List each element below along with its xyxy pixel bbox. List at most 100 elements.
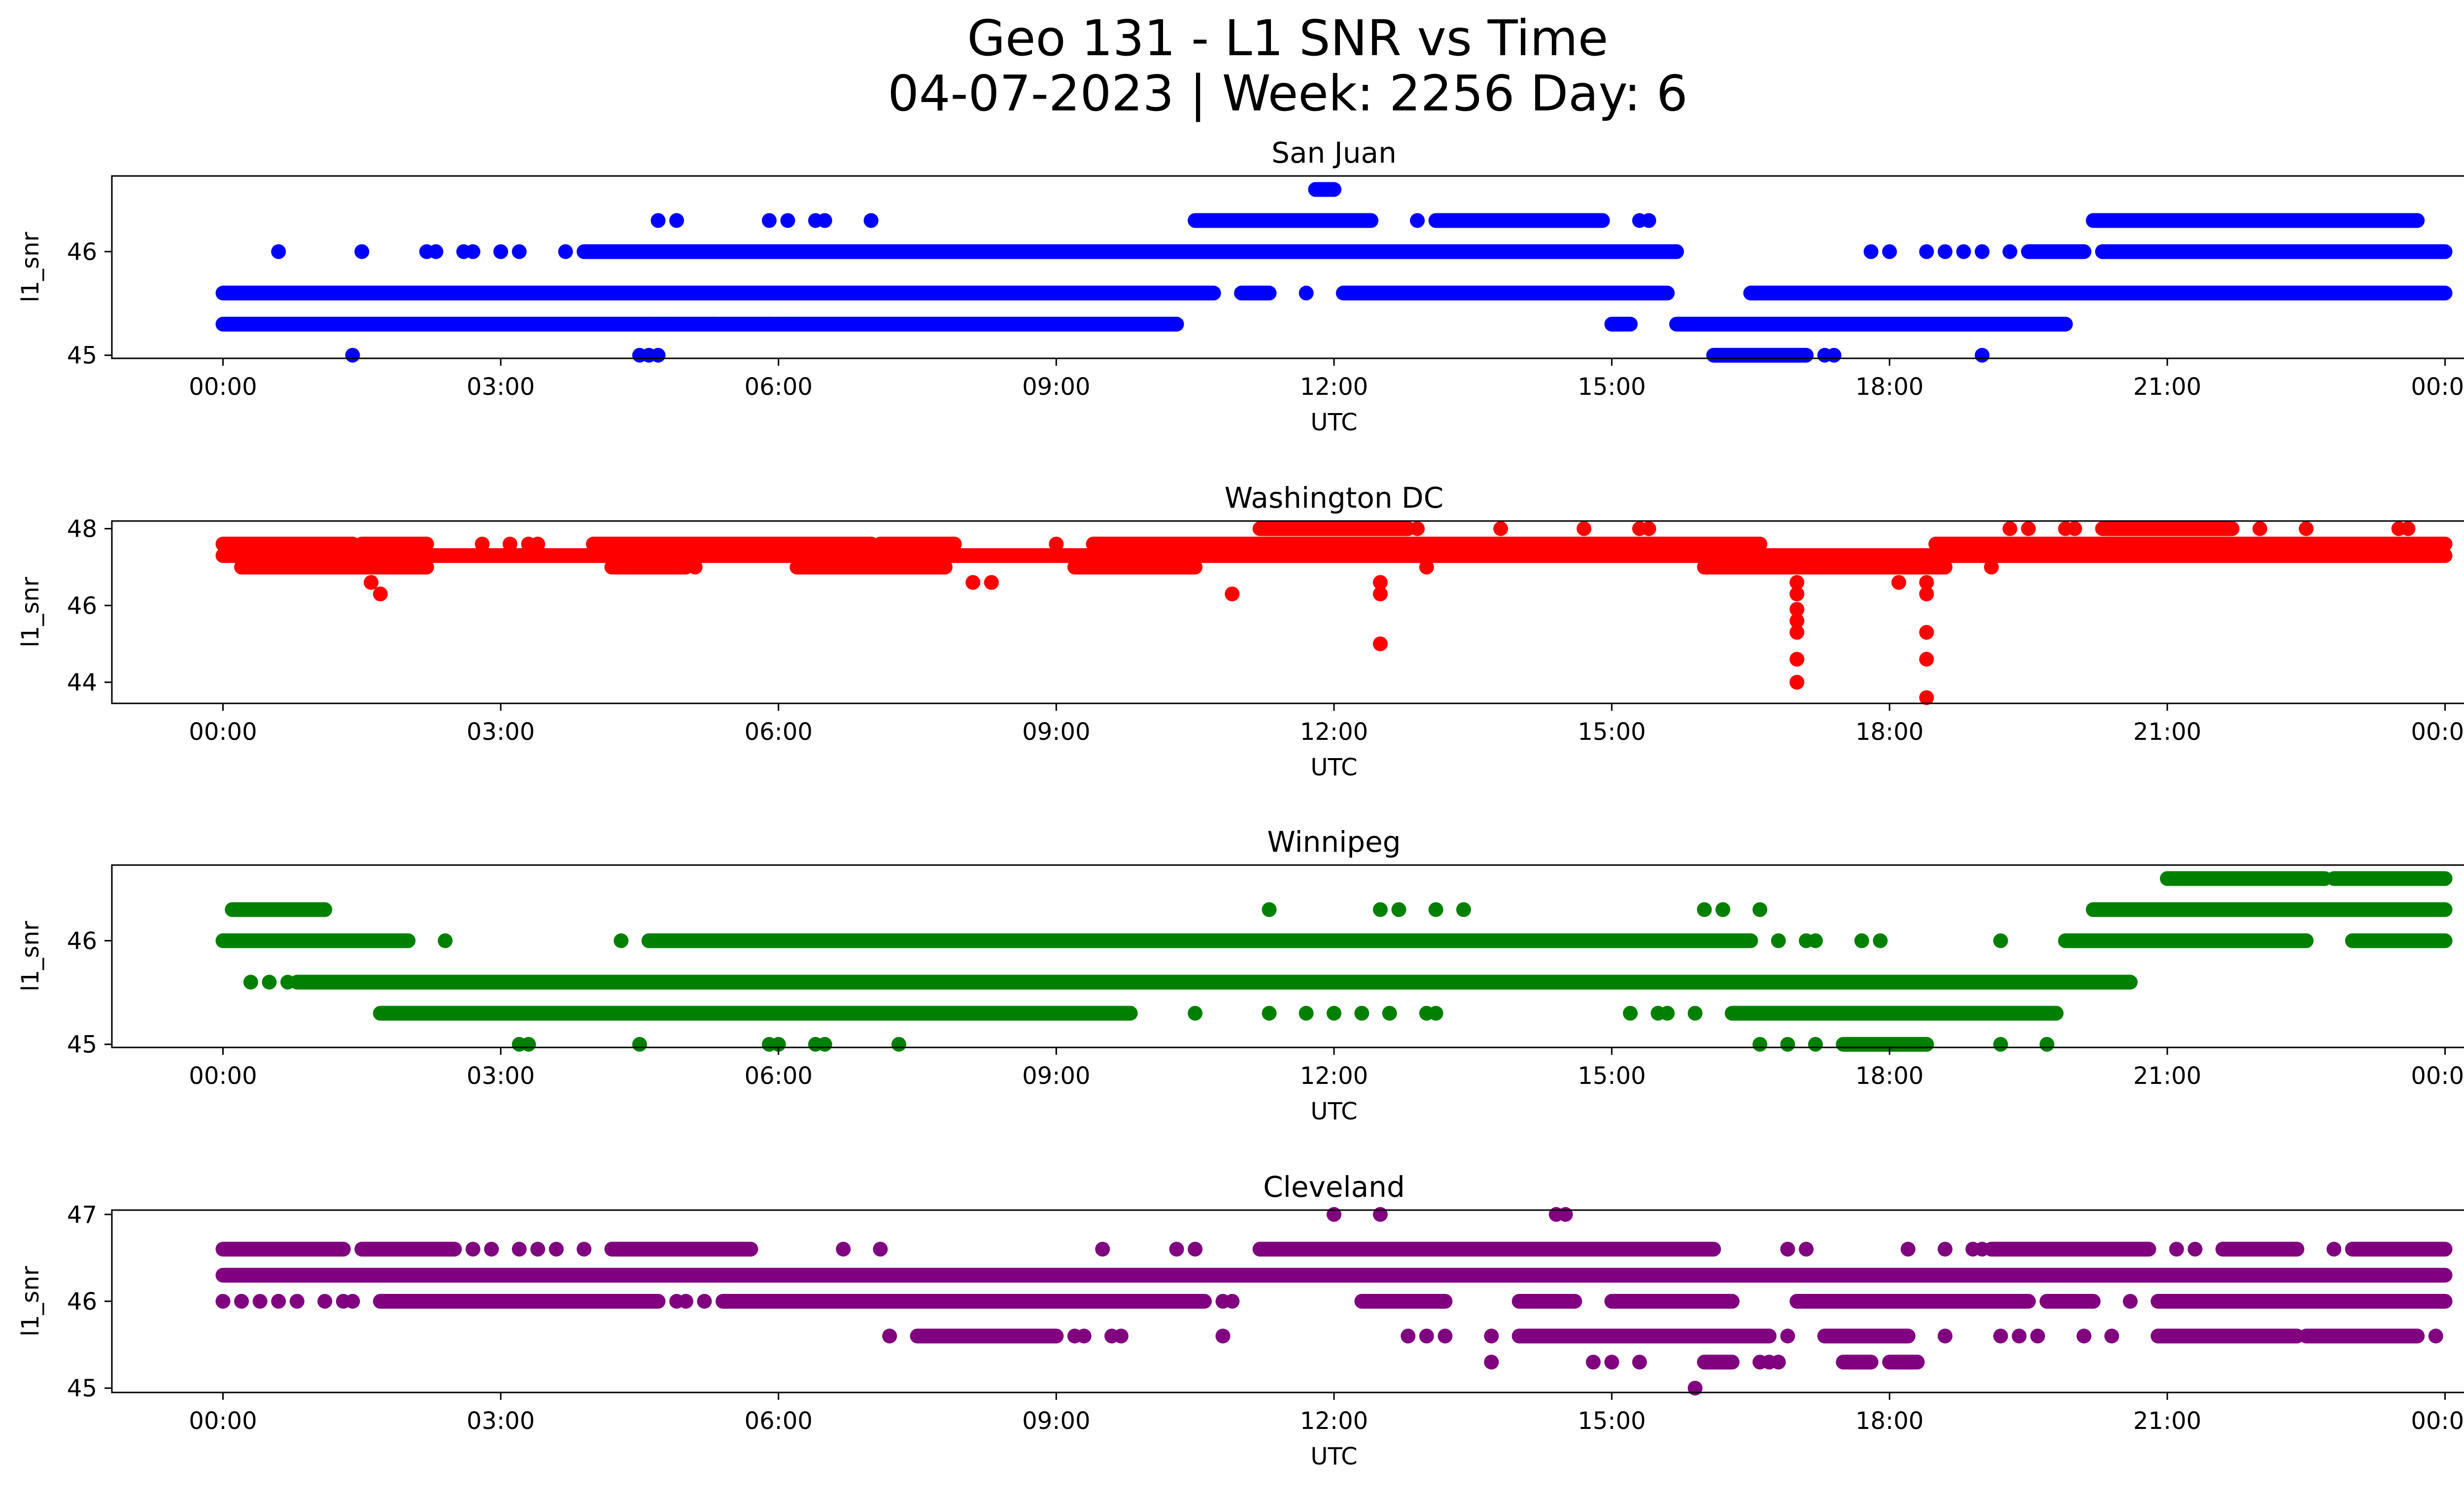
data-point [2030,1328,2045,1344]
y-axis-label: l1_snr [17,577,44,647]
data-point [1576,521,1592,536]
data-point [1188,1242,1203,1257]
data-point [502,536,517,552]
data-point [1095,1242,1110,1257]
data-point [2076,1328,2091,1344]
x-axis-label: UTC [1310,1443,1357,1470]
y-tick-label: 46 [67,1288,97,1316]
data-point [1826,348,1842,363]
x-tick-label: 03:00 [467,1407,535,1435]
data-point [1799,1242,1814,1257]
data-point [1410,521,1425,536]
data-point [1789,675,1805,690]
x-axis-label: UTC [1310,754,1357,781]
x-tick-label: 15:00 [1577,373,1645,401]
data-point [1697,902,1712,917]
data-point [1382,1006,1397,1021]
y-tick-label: 44 [67,669,97,696]
x-tick-label: 00:00 [2411,1062,2464,1090]
data-point [243,974,258,990]
subplot-title: San Juan [1271,136,1397,170]
data-point [345,1294,360,1309]
data-point [364,575,379,590]
data-point [2039,1037,2054,1052]
y-tick-label: 45 [67,1031,97,1059]
data-point [1789,652,1805,667]
data-point [1437,1328,1453,1344]
data-point [734,316,749,332]
data-point [1863,244,1879,259]
data-point [373,587,388,601]
data-point [1938,1242,1952,1257]
x-tick-label: 18:00 [1855,718,1923,746]
data-point [465,1242,480,1257]
data-point [1771,933,1786,948]
data-point [252,1294,268,1309]
data-point [1086,316,1101,332]
data-point [1410,213,1425,228]
x-tick-label: 00:00 [2411,373,2464,401]
data-point [262,974,277,990]
subplot-cleveland: 00:00 03:00 06:00 09:00 12:00 15:00 18:00 21:00… [17,1170,2464,1470]
data-point [1428,1006,1443,1021]
y-tick-label: 45 [67,342,97,370]
x-tick-label: 12:00 [1300,1062,1368,1090]
data-point [1975,348,1990,363]
data-point [1428,902,1443,917]
data-point [558,244,573,259]
data-point [1327,1006,1341,1021]
data-point [1993,1328,2008,1344]
data-point [1372,587,1388,601]
x-tick-label: 15:00 [1577,1407,1645,1435]
data-point [1771,1355,1786,1370]
x-tick-label: 00:00 [189,718,257,746]
data-point [1586,1355,1601,1370]
data-point [2012,1328,2027,1344]
data-point [1808,933,1823,948]
data-point [1993,933,2008,948]
x-axis-label: UTC [1310,409,1357,436]
data-point [1372,1207,1388,1222]
y-tick-label: 46 [67,592,97,620]
data-point [577,1242,592,1257]
data-point [1225,587,1240,601]
data-point [1225,1294,1240,1309]
x-tick-label: 09:00 [1022,718,1090,746]
data-point [660,316,675,332]
data-point [1632,1355,1647,1370]
data-point [271,1294,286,1309]
data-point [1993,1037,2008,1052]
data-point [1789,602,1805,617]
data-point [1789,613,1805,628]
subplot-title: Winnipeg [1267,825,1401,859]
data-point [1938,244,1952,259]
data-point [1873,933,1888,948]
data-point [641,316,656,332]
data-point [650,348,666,363]
data-point [1299,285,1314,301]
data-point [1372,636,1388,652]
data-point [1030,316,1045,332]
data-point [484,1242,499,1257]
subplot-title: Washington DC [1225,481,1443,515]
y-tick-label: 46 [67,927,97,955]
x-tick-label: 00:00 [2411,718,2464,746]
figure-title-line-1: Geo 131 - L1 SNR vs Time [967,9,1608,67]
data-point [2400,521,2416,536]
data-point [1391,902,1406,917]
data-point [650,213,666,228]
x-tick-label: 12:00 [1300,373,1368,401]
data-point [697,1294,712,1309]
figure-title: Geo 131 - L1 SNR vs Time 04-07-2023 | We… [0,11,2464,121]
data-point [761,316,777,332]
data-point [530,536,546,552]
data-markers [215,521,2453,705]
data-point [1687,1006,1703,1021]
data-point [1715,902,1731,917]
data-point [1780,1242,1795,1257]
data-point [345,348,360,363]
x-tick-label: 03:00 [467,718,535,746]
data-point [1882,244,1897,259]
data-point [984,575,999,590]
